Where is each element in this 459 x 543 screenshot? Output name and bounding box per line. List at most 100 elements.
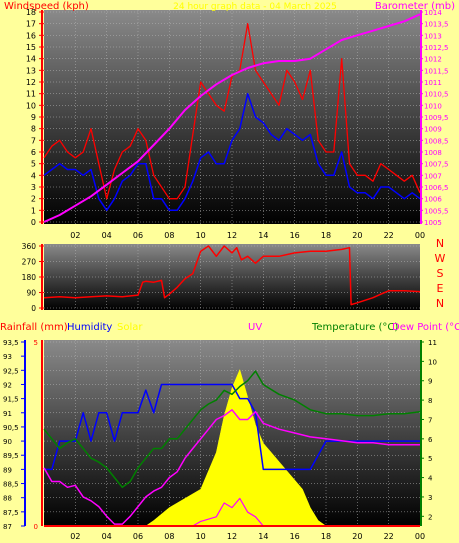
temperature-tick-label: 4 [428,475,433,483]
x-tick-label: 06 [133,532,143,541]
humidity-tick-label: 92 [3,381,12,389]
barometer-tick-label: 1006 [424,196,442,204]
x-tick-label: 18 [321,532,331,541]
legend-label: Temperature (°C) [311,322,398,333]
windspeed-tick-label: 15 [26,43,36,52]
windspeed-axis-title: Windspeed (kph) [4,1,89,12]
windspeed-tick-label: 18 [26,8,36,17]
x-tick-label: 20 [352,231,362,240]
uv-line [192,497,264,527]
humidity-tick-label: 89,5 [3,452,19,460]
legend-label: UV [248,322,262,333]
barometer-tick-label: 1013,5 [424,21,449,29]
temperature-tick-label: 10 [428,358,437,366]
x-tick-label: 14 [258,532,268,541]
windspeed-tick-label: 6 [31,148,36,157]
compass-label: S [437,267,444,280]
barometer-tick-label: 1006,5 [424,184,449,192]
chart-date-title: 24 hour graph data - 04 March 2025 [173,2,337,12]
barometer-line [43,13,421,223]
windspeed-tick-label: 3 [31,183,36,192]
barometer-tick-label: 1012 [424,56,442,64]
x-tick-label: 22 [384,532,394,541]
windspeed-tick-label: 14 [26,55,36,64]
temperature-tick-label: 7 [428,416,432,424]
humidity-tick-label: 93,5 [3,339,19,347]
barometer-tick-label: 1014 [424,9,442,17]
temperature-tick-label: 8 [428,397,432,405]
x-tick-label: 08 [164,532,174,541]
windspeed-tick-label: 10 [26,101,36,110]
direction-tick-label: 360 [22,242,37,251]
wind-barometer-panel: 012345678910111213141516171810051005,510… [4,1,455,240]
x-tick-label: 12 [227,231,237,240]
barometer-tick-label: 1005,5 [424,207,449,215]
humidity-tick-label: 91 [3,410,12,418]
windspeed-tick-label: 13 [26,66,36,75]
barometer-tick-label: 1005 [424,219,442,227]
windspeed-tick-label: 2 [31,195,36,204]
temperature-tick-label: 3 [428,494,432,502]
windspeed-tick-label: 5 [31,160,36,169]
x-tick-label: 02 [70,532,80,541]
humidity-tick-label: 88,5 [3,481,19,489]
dewpoint-line [43,409,420,525]
barometer-axis-title: Barometer (mb) [375,1,455,12]
temp-legend: Rainfall (mm) Humidity Solar UV Temperature … [0,322,459,333]
humidity-tick-label: 92,5 [3,367,19,375]
x-tick-label: 12 [227,532,237,541]
wind-direction-line [43,245,421,306]
humidity-tick-label: 88 [3,495,12,503]
humidity-tick-label: 90 [3,438,12,446]
barometer-tick-label: 1008,5 [424,137,449,145]
temperature-tick-label: 2 [428,513,432,521]
windspeed-tick-label: 0 [31,218,36,227]
rainfall-tick-label: 5 [34,339,38,347]
direction-series [43,245,421,306]
windspeed-tick-label: 12 [26,78,36,87]
x-tick-label: 14 [258,231,268,240]
compass-label: N [436,297,444,310]
avg-windspeed-line [43,92,421,212]
temperature-tick-label: 5 [428,455,432,463]
x-tick-label: 20 [352,532,362,541]
x-tick-label: 16 [290,231,300,240]
x-tick-label: 04 [102,231,112,240]
humidity-tick-label: 90,5 [3,424,19,432]
x-tick-label: 04 [102,532,112,541]
humidity-tick-label: 87 [3,523,12,531]
humidity-tick-label: 93 [3,353,12,361]
legend-label: Humidity [67,322,112,333]
direction-tick-label: 270 [22,258,37,267]
direction-tick-label: 0 [31,304,36,313]
humidity-tick-label: 89 [3,466,12,474]
windspeed-tick-label: 16 [26,31,36,40]
windspeed-tick-label: 8 [31,125,36,134]
wind-series [43,13,421,223]
temp-axes: 8787,58888,58989,59090,59191,59292,59393… [3,339,437,541]
barometer-tick-label: 1010,5 [424,91,449,99]
windspeed-tick-label: 9 [31,113,36,122]
compass-label: W [435,252,446,265]
temperature-tick-label: 11 [428,339,437,347]
windspeed-tick-label: 7 [31,136,36,145]
humidity-line [44,383,420,471]
barometer-tick-label: 1009,5 [424,114,449,122]
barometer-tick-label: 1010 [424,102,442,110]
temperature-tick-label: 6 [428,436,433,444]
humidity-tick-label: 87,5 [3,509,19,517]
rain-temp-panel: 8787,58888,58989,59090,59191,59292,59393… [0,322,459,541]
windspeed-tick-label: 11 [26,90,36,99]
rainfall-tick-label: 0 [34,523,38,531]
barometer-tick-label: 1012,5 [424,44,449,52]
barometer-tick-label: 1007,5 [424,161,449,169]
compass-label: E [437,282,444,295]
temp-grid [44,340,420,527]
x-tick-label: 08 [164,231,174,240]
legend-label: Rainfall (mm) [0,322,68,333]
compass-label: N [436,237,444,250]
barometer-tick-label: 1011 [424,79,442,87]
x-tick-label: 02 [70,231,80,240]
